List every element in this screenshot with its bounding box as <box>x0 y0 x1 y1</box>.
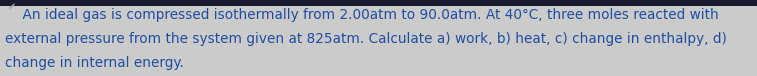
Text: change in internal energy.: change in internal energy. <box>5 56 184 70</box>
Text: An ideal gas is compressed isothermally from 2.00atm to 90.0atm. At 40°C, three : An ideal gas is compressed isothermally … <box>5 8 718 22</box>
Text: ✔: ✔ <box>8 2 16 12</box>
FancyBboxPatch shape <box>0 6 757 76</box>
Text: external pressure from the system given at 825atm. Calculate a) work, b) heat, c: external pressure from the system given … <box>5 32 727 46</box>
